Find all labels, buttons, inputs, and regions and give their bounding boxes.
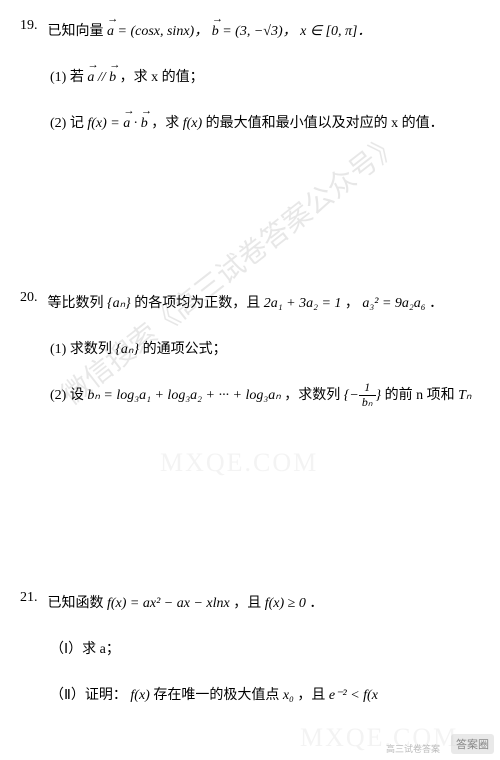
p20-sub2-close: } bbox=[376, 388, 382, 403]
p20-sub1-prefix: (1) 求数列 bbox=[50, 342, 112, 357]
problem-20-stem: 等比数列 {aₙ} 的各项均为正数，且 2a₁ + 3a₂ = 1 ， a₃² … bbox=[48, 290, 444, 318]
p20-sub1-suffix: 的通项公式； bbox=[143, 342, 227, 357]
p19-sub2-dot: · bbox=[130, 116, 141, 131]
p20-frac-den: bₙ bbox=[359, 396, 376, 409]
p21-sub2-prefix: （Ⅱ）证明： bbox=[50, 688, 127, 703]
footer-watermark: 高三试卷答案 bbox=[386, 742, 440, 755]
p19-vec-a: a bbox=[107, 18, 114, 46]
p19-sub2-fx2: f(x) bbox=[183, 116, 202, 131]
p19-eq1: = (cosx, sinx)， bbox=[114, 24, 208, 39]
p19-vec-b: b bbox=[212, 18, 219, 46]
p19-stem-prefix: 已知向量 bbox=[48, 24, 104, 39]
p20-sub2-prefix: (2) 设 bbox=[50, 388, 84, 403]
p21-cond: f(x) ≥ 0 bbox=[265, 596, 306, 611]
corner-watermark: 答案圈 bbox=[451, 734, 494, 754]
problem-19-stem: 已知向量 a = (cosx, sinx)， b = (3, −√3)， x ∈… bbox=[48, 18, 372, 46]
p19-sub1: (1) 若 a // b ，求 x 的值； bbox=[50, 64, 480, 92]
p19-sub2-fx: f(x) = bbox=[87, 116, 123, 131]
p19-range: x ∈ [0, π]． bbox=[300, 24, 371, 39]
p20-sub2-bn: bₙ = log₃a₁ + log₃a₂ + ··· + log₃aₙ bbox=[87, 388, 280, 403]
p21-sub2-ineq: e⁻² < f(x bbox=[329, 688, 378, 703]
p21-sub2-fx: f(x) bbox=[130, 688, 149, 703]
p20-frac-num: 1 bbox=[359, 382, 376, 396]
p19-sub2-prefix: (2) 记 bbox=[50, 116, 84, 131]
p20-end: ． bbox=[429, 296, 443, 311]
p19-sub2-mid: ，求 bbox=[151, 116, 179, 131]
p20-sub2-mid: ，求数列 bbox=[284, 388, 340, 403]
p20-cond2: a₃² = 9a₂a₆ bbox=[362, 296, 425, 311]
p20-stem-prefix: 等比数列 bbox=[48, 296, 104, 311]
problem-21: 21. 已知函数 f(x) = ax² − ax − xlnx ，且 f(x) … bbox=[0, 580, 500, 720]
p20-cond1: 2a₁ + 3a₂ = 1 bbox=[264, 296, 342, 311]
p21-sub2: （Ⅱ）证明： f(x) 存在唯一的极大值点 x₀ ，且 e⁻² < f(x bbox=[50, 682, 480, 710]
p20-sub2-open: {− bbox=[344, 388, 359, 403]
exam-content: 19. 已知向量 a = (cosx, sinx)， b = (3, −√3)，… bbox=[0, 8, 500, 720]
problem-20-num: 20. bbox=[20, 290, 38, 306]
problem-19-num: 19. bbox=[20, 18, 38, 34]
p21-end: ． bbox=[309, 596, 323, 611]
p19-sub2-b: b bbox=[141, 110, 148, 138]
p21-sub2-sep: ，且 bbox=[297, 688, 325, 703]
p21-sub2-mid: 存在唯一的极大值点 bbox=[153, 688, 279, 703]
p19-sub1-b: b bbox=[109, 64, 116, 92]
p20-sub2-tn: Tₙ bbox=[458, 388, 471, 403]
p21-fx: f(x) = ax² − ax − xlnx bbox=[107, 596, 230, 611]
p20-stem-mid: 的各项均为正数，且 bbox=[134, 296, 260, 311]
problem-21-num: 21. bbox=[20, 590, 38, 606]
p19-sub1-a: a bbox=[87, 64, 94, 92]
p19-sub2: (2) 记 f(x) = a · b ，求 f(x) 的最大值和最小值以及对应的… bbox=[50, 110, 480, 138]
problem-20: 20. 等比数列 {aₙ} 的各项均为正数，且 2a₁ + 3a₂ = 1 ， … bbox=[0, 280, 500, 420]
problem-21-stem: 已知函数 f(x) = ax² − ax − xlnx ，且 f(x) ≥ 0 … bbox=[48, 590, 324, 618]
p20-sub2-suffix: 的前 n 项和 bbox=[385, 388, 455, 403]
p20-sep: ， bbox=[345, 296, 359, 311]
p21-sub2-x0: x₀ bbox=[283, 688, 294, 703]
p21-stem-mid: ，且 bbox=[233, 596, 261, 611]
p19-eq2: = (3, −√3)， bbox=[219, 24, 297, 39]
p20-sub1-seq: {aₙ} bbox=[115, 342, 139, 357]
p20-sub1: (1) 求数列 {aₙ} 的通项公式； bbox=[50, 336, 480, 364]
problem-19: 19. 已知向量 a = (cosx, sinx)， b = (3, −√3)，… bbox=[0, 8, 500, 148]
p20-sub2: (2) 设 bₙ = log₃a₁ + log₃a₂ + ··· + log₃a… bbox=[50, 382, 480, 410]
p19-sub2-suffix: 的最大值和最小值以及对应的 x 的值． bbox=[206, 116, 444, 131]
p19-sub1-prefix: (1) 若 bbox=[50, 70, 84, 85]
p19-sub1-par: // bbox=[94, 70, 109, 85]
p19-sub2-a: a bbox=[123, 110, 130, 138]
p20-stem-seq: {aₙ} bbox=[107, 296, 131, 311]
p21-sub1: （Ⅰ）求 a； bbox=[50, 636, 480, 664]
p19-sub1-suffix: ，求 x 的值； bbox=[120, 70, 204, 85]
p21-stem-prefix: 已知函数 bbox=[48, 596, 104, 611]
